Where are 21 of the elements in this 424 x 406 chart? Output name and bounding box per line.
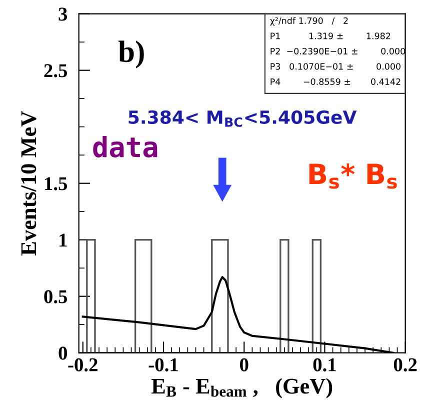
annotation: data [93,136,158,158]
annotation: χ²/ndf 1.790 / 2 [270,17,348,26]
x-tick-label: -0.2 [68,358,98,372]
y-axis-title: Events/10 MeV [21,111,36,256]
x-tick-label: -0.1 [148,358,178,372]
y-tick-label: 3 [58,8,68,21]
annotation: P3 0.1070E−01 ± 0.000 [270,63,400,70]
y-tick-label: 2.5 [44,64,68,78]
y-tick-label: 0 [58,346,68,360]
y-tick-label: 0.5 [44,290,68,304]
annotation: P4 −0.8559 ± 0.4142 [270,78,400,85]
annotation: b) [118,40,144,68]
x-tick-label: 0.2 [394,358,417,372]
y-tick-label: 1.5 [45,177,68,190]
x-tick-label: 0.1 [313,358,336,372]
x-tick-label: 0 [240,358,248,372]
annotation: P1 1.319 ± 1.982 [270,32,390,40]
x-axis-title: E$_{B}$ - E$_{beam}$ , (GeV) [151,378,332,398]
annotation: 5.384< M$_{BC}$<5.405GeV [128,110,357,127]
annotation: B$_{s}$* B$_{s}$ [309,163,397,189]
y-tick-label: 1 [60,234,67,247]
